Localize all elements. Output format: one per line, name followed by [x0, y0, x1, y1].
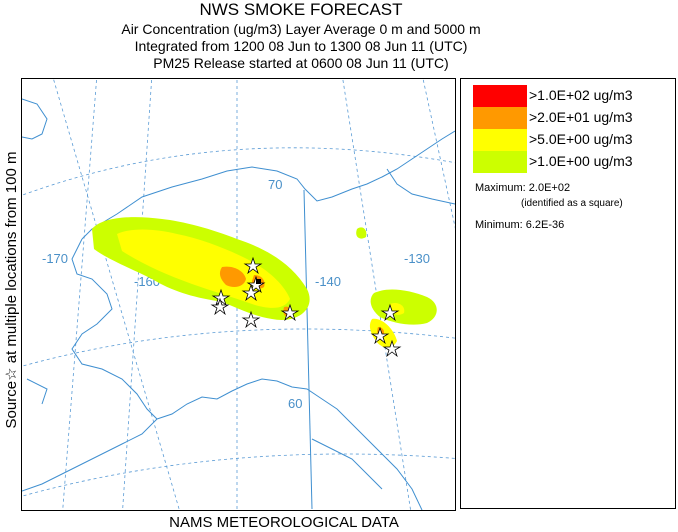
lat-label-70: 70 [268, 177, 282, 192]
legend-label: >1.0E+02 ug/m3 [529, 87, 633, 103]
plume-contour-isolated [356, 227, 367, 239]
west-coast [71, 238, 158, 420]
lat-label-60: 60 [288, 396, 302, 411]
lon-line-130 [422, 79, 455, 229]
legend-row: >1.0E+02 ug/m3 [473, 85, 669, 107]
maximum-value: Maximum: 2.0E+02 [475, 182, 571, 194]
mackenzie-coast [386, 168, 455, 205]
lat-line-55 [22, 453, 455, 497]
lat-line-70 [22, 147, 455, 196]
minimum-value: Minimum: 6.2E-36 [475, 219, 565, 231]
lon-label-140: -140 [315, 274, 341, 289]
legend-swatch [473, 129, 527, 151]
source-star [210, 297, 230, 316]
island-coast [26, 378, 48, 405]
legend-row: >5.0E+00 ug/m3 [473, 129, 669, 151]
lon-line-170 [53, 79, 180, 510]
legend-swatch [473, 85, 527, 107]
smoke-map: -170 -160 -140 -130 70 60 [22, 79, 455, 510]
data-source-footer: NAMS METEOROLOGICAL DATA [169, 514, 399, 531]
panhandle-coast [311, 438, 383, 490]
canada-border [303, 189, 313, 510]
source-star [370, 326, 390, 345]
coastline [22, 98, 455, 510]
maximum-note: (identified as a square) [521, 198, 623, 209]
legend-row: >2.0E+01 ug/m3 [473, 107, 669, 129]
source-star [246, 275, 266, 294]
source-star [380, 303, 400, 322]
plume-contour-5 [117, 229, 290, 308]
lon-label-170: -170 [42, 251, 68, 266]
legend-label: >1.0E+00 ug/m3 [529, 153, 633, 169]
siberia-coast [22, 98, 48, 140]
lon-line-160 [122, 79, 153, 510]
alaska-peninsula [22, 418, 158, 492]
concentration-subtitle: Air Concentration (ug/m3) Layer Average … [121, 21, 481, 37]
legend-panel: >1.0E+02 ug/m3 >2.0E+01 ug/m3 >5.0E+00 u… [460, 78, 676, 509]
release-subtitle: PM25 Release started at 0600 08 Jun 11 (… [153, 55, 449, 71]
legend-label: >2.0E+01 ug/m3 [529, 109, 633, 125]
south-coast [156, 378, 423, 510]
north-coast [81, 130, 455, 240]
maximum-square [256, 279, 261, 284]
source-star [280, 303, 300, 322]
source-star [241, 283, 261, 302]
source-star [382, 339, 402, 358]
source-star [243, 256, 263, 275]
forecast-title: NWS SMOKE FORECAST [199, 0, 403, 19]
legend-label: >5.0E+00 ug/m3 [529, 131, 633, 147]
source-markers [210, 256, 402, 358]
lon-label-130: -130 [404, 251, 430, 266]
source-side-label: Source☆ at multiple locations from 100 m [3, 151, 20, 429]
source-star [241, 310, 261, 329]
legend-swatch [473, 107, 527, 129]
legend-swatch [473, 151, 527, 173]
lon-line-180 [62, 79, 98, 510]
map-panel: -170 -160 -140 -130 70 60 [21, 78, 456, 511]
smoke-plume [92, 217, 437, 348]
legend-row: >1.0E+00 ug/m3 [473, 151, 669, 173]
plume-contour-20-a [219, 266, 246, 287]
integration-subtitle: Integrated from 1200 08 Jun to 1300 08 J… [134, 38, 468, 54]
